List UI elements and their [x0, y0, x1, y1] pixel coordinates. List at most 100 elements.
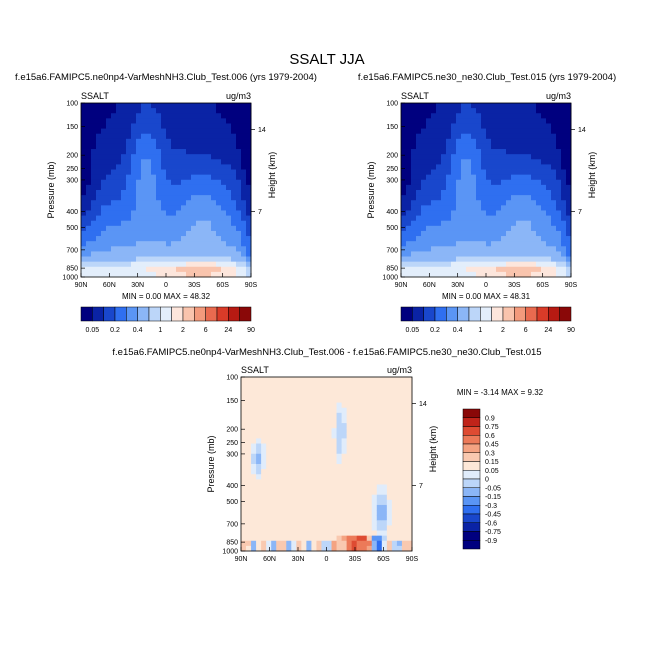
contour-cell — [326, 407, 332, 414]
contour-cell — [171, 220, 177, 227]
contour-cell — [276, 412, 282, 419]
contour-cell — [111, 108, 117, 114]
contour-cell — [246, 443, 252, 450]
contour-cell — [416, 190, 422, 196]
contour-cell — [421, 241, 427, 247]
contour-cell — [486, 118, 492, 124]
contour-cell — [306, 407, 312, 414]
contour-cell — [186, 118, 192, 124]
contour-cell — [151, 103, 157, 109]
contour-cell — [551, 138, 557, 145]
contour-cell — [176, 103, 182, 109]
contour-cell — [326, 453, 332, 460]
contour-cell — [121, 195, 127, 201]
contour-cell — [516, 266, 522, 273]
contour-cell — [161, 241, 167, 247]
contour-cell — [401, 266, 407, 273]
contour-cell — [551, 103, 557, 109]
contour-cell — [186, 123, 192, 129]
contour-cell — [301, 464, 307, 470]
contour-cell — [256, 458, 262, 465]
contour-cell — [501, 149, 507, 155]
contour-cell — [401, 377, 408, 383]
contour-cell — [226, 154, 232, 160]
contour-cell — [331, 428, 337, 434]
contour-cell — [406, 479, 413, 485]
contour-cell — [346, 428, 353, 434]
contour-cell — [441, 195, 447, 201]
contour-cell — [126, 159, 132, 165]
contour-cell — [211, 230, 217, 237]
contour-cell — [551, 236, 557, 242]
contour-cell — [86, 210, 92, 216]
contour-cell — [346, 510, 353, 516]
contour-cell — [226, 103, 232, 109]
contour-cell — [541, 266, 547, 273]
contour-cell — [171, 205, 177, 211]
contour-cell — [301, 530, 307, 537]
contour-cell — [566, 113, 572, 119]
contour-cell — [181, 220, 187, 227]
contour-cell — [326, 448, 332, 455]
contour-cell — [216, 256, 222, 263]
contour-cell — [376, 479, 383, 485]
contour-cell — [561, 190, 567, 196]
contour-cell — [561, 271, 567, 278]
contour-cell — [481, 246, 487, 252]
contour-cell — [406, 525, 413, 531]
contour-cell — [81, 271, 87, 278]
contour-cell — [141, 225, 147, 232]
contour-cell — [176, 215, 182, 222]
contour-cell — [536, 225, 542, 232]
colorbar-swatch — [462, 540, 481, 550]
contour-cell — [221, 210, 227, 216]
contour-cell — [486, 266, 492, 273]
contour-cell — [366, 474, 373, 480]
contour-cell — [561, 266, 567, 273]
contour-cell — [566, 210, 572, 216]
contour-cell — [191, 261, 197, 268]
contour-cell — [296, 392, 302, 398]
contour-cell — [86, 128, 92, 135]
contour-cell — [531, 205, 537, 211]
contour-cell — [406, 205, 412, 211]
contour-cell — [371, 387, 378, 393]
contour-cell — [96, 215, 102, 222]
contour-cell — [536, 138, 542, 145]
contour-cell — [246, 103, 252, 109]
contour-cell — [131, 103, 137, 109]
contour-cell — [241, 261, 247, 268]
contour-cell — [391, 515, 398, 521]
contour-cell — [416, 179, 422, 186]
contour-cell — [106, 205, 112, 211]
contour-cell — [276, 520, 282, 526]
contour-cell — [396, 469, 403, 475]
colorbar-swatch — [502, 306, 515, 322]
contour-cell — [186, 241, 192, 247]
contour-cell — [401, 128, 407, 135]
contour-cell — [196, 103, 202, 109]
contour-cell — [446, 143, 452, 150]
contour-cell — [366, 407, 373, 414]
contour-cell — [196, 138, 202, 145]
contour-cell — [151, 251, 157, 257]
contour-cell — [256, 540, 262, 547]
contour-cell — [486, 261, 492, 268]
contour-cell — [446, 164, 452, 170]
contour-cell — [501, 174, 507, 181]
contour-cell — [451, 123, 457, 129]
colorbar-label: 90 — [567, 327, 575, 334]
contour-cell — [376, 397, 383, 403]
contour-cell — [396, 453, 403, 460]
right-axis-label: Height (km) — [428, 426, 438, 473]
contour-cell — [396, 499, 403, 506]
contour-cell — [176, 200, 182, 206]
contour-cell — [296, 464, 302, 470]
contour-cell — [161, 123, 167, 129]
contour-cell — [116, 143, 122, 150]
contour-cell — [121, 215, 127, 222]
contour-cell — [291, 474, 297, 480]
contour-cell — [231, 195, 237, 201]
contour-cell — [246, 143, 252, 150]
x-tick-label: 90S — [245, 282, 258, 289]
